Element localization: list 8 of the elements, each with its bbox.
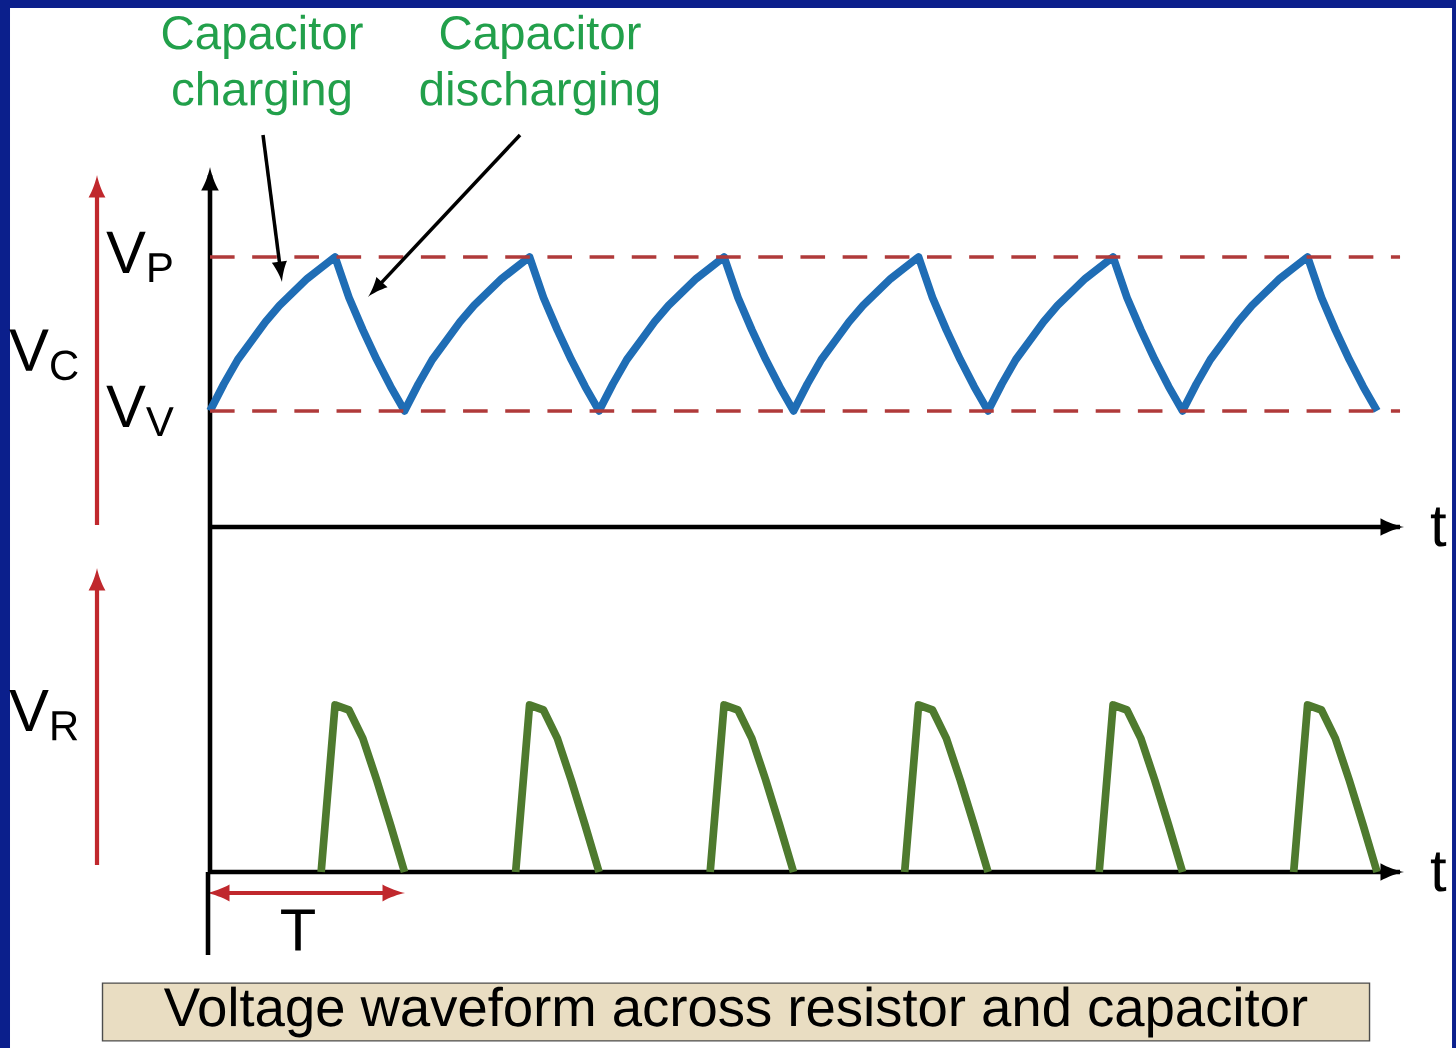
text: Capacitor discharging xyxy=(420,14,659,116)
ref-line-label: V$_{P}$ xyxy=(106,231,172,283)
ref-line-label: V$_{V}$ xyxy=(106,385,174,436)
text: Voltage waveform across resistor and capacitor xyxy=(163,986,1308,1038)
text: Capacitor charging xyxy=(162,14,363,116)
x-axis-title: t xyxy=(1430,507,1447,547)
x-axis-title: t xyxy=(1430,852,1447,892)
text: T xyxy=(281,909,315,951)
